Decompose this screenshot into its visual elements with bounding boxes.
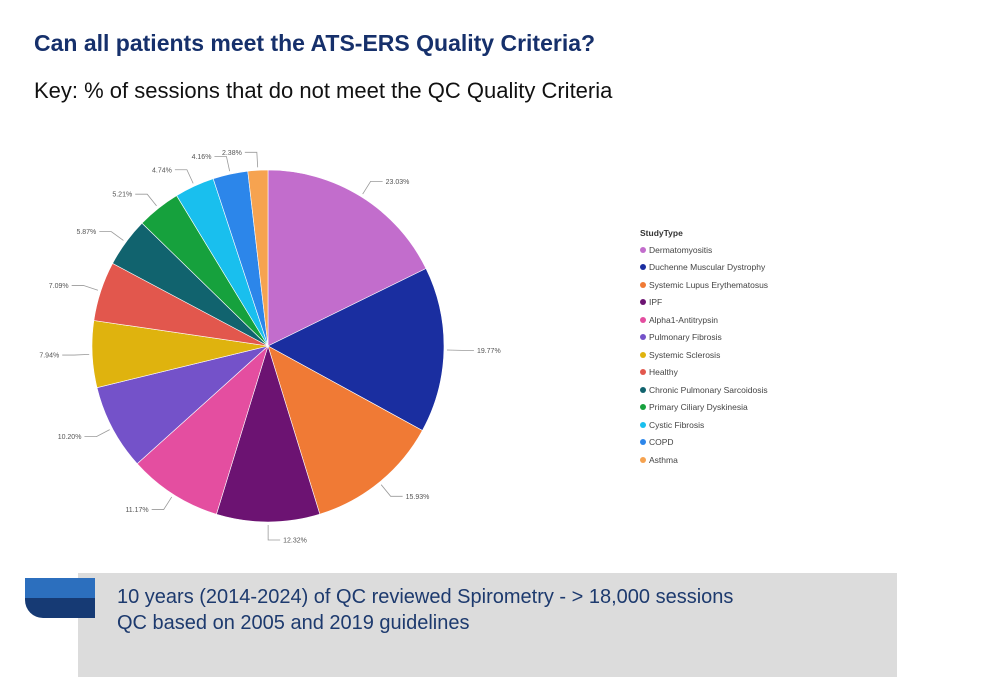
legend-swatch [640, 334, 646, 341]
pie-data-label: 4.16% [192, 154, 212, 161]
legend-item: Chronic Pulmonary Sarcoidosis [640, 381, 768, 399]
pie-data-label: 10.20% [58, 434, 82, 441]
legend-label: Cystic Fibrosis [649, 419, 705, 430]
legend-swatch [640, 456, 646, 463]
legend-swatch [640, 439, 646, 446]
legend-item: Alpha1-Antitrypsin [640, 311, 768, 329]
legend-label: IPF [649, 297, 663, 308]
footer-line-1: 10 years (2014-2024) of QC reviewed Spir… [117, 586, 734, 608]
pie-slice [267, 345, 423, 515]
footer-band [78, 573, 897, 677]
legend-swatch [640, 369, 646, 376]
pie-slice [267, 169, 427, 347]
legend-label: Chronic Pulmonary Sarcoidosis [649, 384, 768, 395]
footer-text: 10 years (2014-2024) of QC reviewed Spir… [117, 584, 733, 636]
pie-slice [136, 345, 269, 515]
pie-data-label: 15.93% [406, 494, 430, 501]
legend-swatch [640, 421, 646, 428]
legend-item: Dermatomyositis [640, 241, 768, 259]
pie-leader-line [380, 484, 403, 497]
pie-data-label: 5.21% [112, 192, 132, 199]
legend-item: Systemic Lupus Erythematosus [640, 276, 768, 294]
legend-label: Primary Ciliary Dyskinesia [649, 402, 748, 413]
legend-label: Dermatomyositis [649, 244, 713, 255]
legend-item: Duchenne Muscular Dystrophy [640, 259, 768, 277]
pie-data-label: 4.74% [152, 167, 172, 174]
legend-label: Asthma [649, 454, 678, 465]
slide-title: Can all patients meet the ATS-ERS Qualit… [34, 30, 596, 56]
pie-chart: 23.03% 19.77% 15.93% 12.32% 11.17% 10.20% 7.94… [39, 150, 500, 545]
pie-leader-line [362, 180, 383, 195]
pie-data-label: 2.38% [222, 150, 242, 157]
pie-data-label: 7.94% [39, 353, 59, 360]
pie-leader-line [151, 496, 173, 510]
chart-legend: StudyType Dermatomyositis Duchenne Muscul… [640, 228, 768, 469]
pie-leader-line [99, 231, 124, 241]
pie-data-label: 11.17% [125, 507, 148, 514]
legend-swatch [640, 246, 646, 253]
pie-leader-line [244, 151, 259, 168]
legend-swatch [640, 281, 646, 288]
legend-label: Duchenne Muscular Dystrophy [649, 262, 766, 273]
pie-slices [91, 169, 445, 523]
legend-item: Asthma [640, 451, 768, 469]
legend-item: Healthy [640, 364, 768, 382]
pie-data-label: 12.32% [283, 537, 307, 544]
footer-accent [25, 578, 95, 598]
legend-item: COPD [640, 434, 768, 452]
pie-data-label: 23.03% [386, 179, 410, 186]
pie-leader-lines [62, 151, 474, 541]
legend-swatch [640, 299, 646, 306]
footer-line-2: QC based on 2005 and 2019 guidelines [117, 612, 470, 634]
legend-label: Systemic Sclerosis [649, 349, 721, 360]
slide-subtitle: Key: % of sessions that do not meet the … [34, 78, 613, 103]
pie-data-label: 7.09% [49, 283, 69, 290]
pie-leader-line [135, 193, 157, 207]
pie-leader-line [214, 156, 231, 172]
legend-label: Pulmonary Fibrosis [649, 332, 722, 343]
legend-label: Alpha1-Antitrypsin [649, 314, 718, 325]
pie-leader-line [267, 524, 281, 541]
legend-swatch [640, 264, 646, 271]
pie-data-label: 19.77% [477, 348, 501, 355]
pie-data-label: 5.87% [76, 229, 96, 236]
pie-data-labels: 23.03% 19.77% 15.93% 12.32% 11.17% 10.20% 7.94… [39, 150, 500, 545]
pie-slice [267, 268, 445, 431]
legend-items: Dermatomyositis Duchenne Muscular Dystrop… [640, 241, 768, 469]
legend-swatch [640, 316, 646, 323]
legend-title: StudyType [640, 228, 683, 238]
legend-item: IPF [640, 294, 768, 312]
pie-leader-line [71, 285, 99, 291]
legend-item: Pulmonary Fibrosis [640, 329, 768, 347]
pie-leader-line [62, 353, 90, 356]
legend-swatch [640, 386, 646, 393]
footer-accent-dark [25, 598, 95, 618]
legend-item: Systemic Sclerosis [640, 346, 768, 364]
legend-item: Primary Ciliary Dyskinesia [640, 399, 768, 417]
legend-label: Systemic Lupus Erythematosus [649, 279, 769, 290]
pie-leader-line [84, 429, 110, 437]
legend-item: Cystic Fibrosis [640, 416, 768, 434]
legend-label: Healthy [649, 367, 678, 378]
pie-leader-line [174, 169, 194, 184]
pie-slice [216, 344, 321, 523]
pie-slice [247, 169, 269, 347]
legend-swatch [640, 351, 646, 358]
legend-label: COPD [649, 437, 674, 448]
legend-swatch [640, 404, 646, 411]
